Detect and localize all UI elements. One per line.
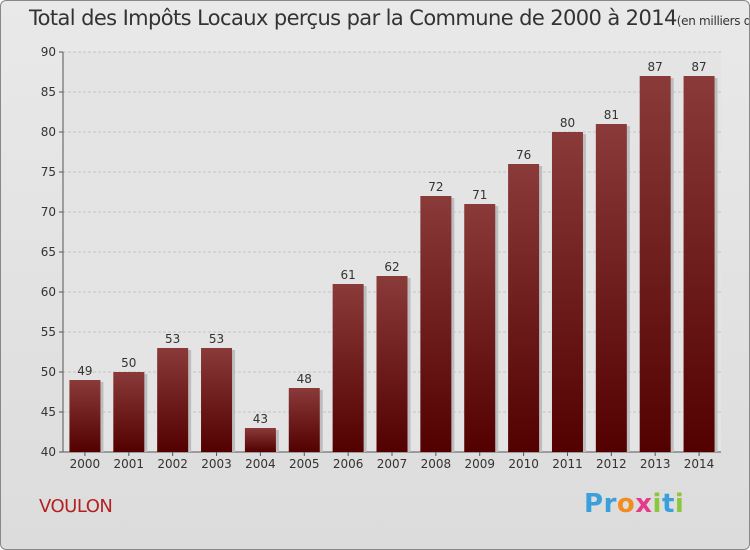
bar-value-label: 76 [516,148,531,162]
x-tick-label: 2008 [421,457,452,471]
bar-value-label: 62 [384,260,399,274]
chart-title-text: Total des Impôts Locaux perçus par la Co… [29,6,677,30]
bar [683,76,715,452]
y-tick-label: 50 [41,365,56,379]
bar-value-label: 87 [648,60,663,74]
bar-value-label: 43 [253,412,268,426]
x-tick-label: 2001 [114,457,145,471]
logo-letter: t [661,489,675,519]
x-tick-label: 2009 [464,457,495,471]
x-tick-label: 2013 [640,457,671,471]
x-tick-label: 2007 [377,457,408,471]
y-tick-label: 60 [41,285,56,299]
bar [464,204,496,452]
bar [113,372,145,452]
bar [551,132,583,452]
x-tick-label: 2004 [245,457,276,471]
bar-value-label: 50 [121,356,136,370]
y-tick-label: 55 [41,325,56,339]
chart-unit: (en milliers d'€) [676,14,749,28]
y-tick-label: 90 [41,45,56,59]
bar [420,196,452,452]
bar [157,348,189,452]
bar [244,428,276,452]
x-tick-label: 2010 [508,457,539,471]
bar-value-label: 61 [340,268,355,282]
chart-title: Total des Impôts Locaux perçus par la Co… [29,6,749,30]
logo-letter: x [635,489,653,519]
bar [201,348,233,452]
bar-value-label: 49 [77,364,92,378]
bar-value-label: 53 [209,332,224,346]
bar-value-label: 72 [428,180,443,194]
y-tick-label: 65 [41,245,56,259]
bar-value-label: 71 [472,188,487,202]
x-tick-label: 2006 [333,457,364,471]
bar [639,76,671,452]
bar-value-label: 80 [560,116,575,130]
bar-value-label: 81 [604,108,619,122]
bar-value-label: 87 [691,60,706,74]
y-tick-label: 75 [41,165,56,179]
logo-letter: o [616,489,636,519]
bar [332,284,364,452]
bar [69,380,101,452]
bar [376,276,408,452]
proxiti-logo[interactable]: Proxiti [584,489,684,519]
bar [288,388,320,452]
y-tick-label: 40 [41,445,56,459]
x-tick-label: 2000 [70,457,101,471]
bar [508,164,540,452]
logo-letter: P [584,489,604,519]
bar [595,124,627,452]
bar-value-label: 53 [165,332,180,346]
logo-letter: i [674,489,685,519]
x-tick-label: 2011 [552,457,583,471]
logo-letter: r [603,489,617,519]
y-tick-label: 45 [41,405,56,419]
x-tick-label: 2012 [596,457,627,471]
y-tick-label: 85 [41,85,56,99]
x-tick-label: 2002 [157,457,188,471]
y-tick-label: 70 [41,205,56,219]
commune-name: VOULON [39,496,113,517]
bar-value-label: 48 [297,372,312,386]
y-tick-label: 80 [41,125,56,139]
x-tick-label: 2005 [289,457,320,471]
x-tick-label: 2003 [201,457,232,471]
x-tick-label: 2014 [684,457,715,471]
logo-letter: i [652,489,662,519]
